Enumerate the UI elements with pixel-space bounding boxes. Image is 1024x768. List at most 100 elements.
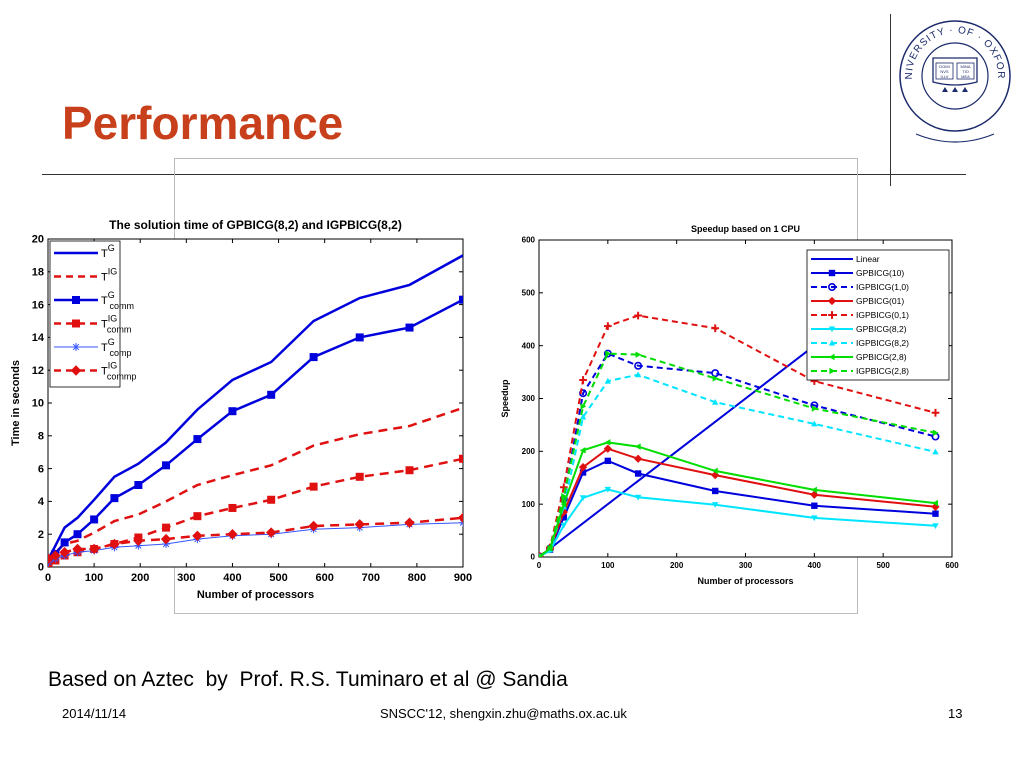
- data-point: [309, 482, 318, 491]
- data-point: [603, 444, 612, 453]
- data-point: [228, 503, 237, 512]
- x-tick-label: 200: [131, 572, 149, 584]
- logo-outer-ring: [899, 20, 1011, 132]
- legend-label: IGPBICG(1,0): [856, 282, 909, 292]
- title-divider: [42, 174, 966, 175]
- legend-item: TG comp: [54, 337, 132, 358]
- series-layer: [539, 311, 940, 557]
- data-point: [604, 486, 612, 493]
- data-point: [60, 538, 69, 547]
- data-point: [712, 487, 719, 495]
- logo-book-text-4: MINA: [961, 64, 971, 69]
- data-point: [604, 439, 611, 446]
- data-point: [560, 500, 567, 508]
- y-tick-label: 8: [38, 430, 44, 442]
- y-tick-label: 16: [32, 299, 44, 311]
- data-point: [811, 420, 818, 427]
- legend-item: GPBICG(2,8): [811, 352, 907, 362]
- legend-marker: [827, 296, 837, 306]
- data-point: [228, 407, 237, 416]
- x-tick-label: 0: [45, 572, 51, 584]
- x-tick-label: 500: [269, 572, 287, 584]
- logo-book-text-5: TIO: [962, 69, 969, 74]
- logo-inner-ring: [921, 42, 989, 110]
- data-point: [193, 435, 202, 444]
- legend-label-sup: G: [108, 243, 115, 253]
- footer-center: SNSCC'12, shengxin.zhu@maths.ox.ac.uk: [380, 706, 627, 721]
- legend-label: TIG: [101, 267, 117, 284]
- data-point: [560, 514, 567, 521]
- data-point: [712, 398, 719, 405]
- series-line: [539, 344, 815, 557]
- data-point: [405, 323, 414, 332]
- legend-item: GPBICG(8,2): [811, 324, 907, 334]
- data-point: [459, 454, 463, 463]
- legend-item: TG comm: [54, 290, 134, 311]
- data-point: [811, 515, 818, 522]
- legend-label: TIG commp: [101, 361, 136, 382]
- logo-crowns: [942, 87, 968, 92]
- data-point: [811, 486, 817, 494]
- data-point: [559, 483, 568, 492]
- legend-label: TG comp: [101, 337, 132, 358]
- footer-date: 2014/11/14: [62, 706, 127, 721]
- legend-label-base: T: [101, 366, 108, 378]
- footer-page-number: 13: [948, 706, 963, 721]
- legend-label-sub: comm: [110, 301, 135, 311]
- x-tick-label: 600: [315, 572, 333, 584]
- logo-book-text-1: DOMI: [939, 64, 949, 69]
- data-point: [604, 377, 612, 384]
- data-point: [634, 443, 641, 450]
- legend-label-base: T: [101, 248, 108, 260]
- data-point: [579, 447, 586, 454]
- data-point: [59, 547, 70, 558]
- x-tick-label: 800: [408, 572, 426, 584]
- y-axis-label: Speedup: [500, 379, 510, 418]
- x-tick-label: 600: [945, 561, 959, 570]
- y-tick-label: 10: [32, 398, 44, 410]
- data-point: [355, 333, 364, 342]
- data-point: [932, 499, 939, 507]
- slide-caption: Based on Aztec by Prof. R.S. Tuminaro et…: [48, 668, 568, 691]
- legend-item: IGPBICG(0,1): [811, 310, 909, 320]
- data-point: [134, 481, 143, 489]
- legend-label: TG comm: [101, 290, 134, 311]
- data-point: [579, 469, 587, 476]
- data-point: [309, 353, 318, 362]
- data-point: [267, 390, 276, 399]
- y-axis-label: Time in seconds: [10, 360, 22, 446]
- y-tick-label: 2: [38, 529, 44, 541]
- y-tick-label: 200: [522, 447, 536, 456]
- data-point: [579, 376, 587, 384]
- legend-label-base: T: [101, 295, 108, 307]
- slide-title: Performance: [62, 97, 344, 149]
- data-point: [712, 502, 719, 508]
- series-linear: [539, 344, 815, 557]
- y-tick-label: 400: [522, 341, 536, 350]
- data-point: [48, 553, 54, 564]
- legend-item: GPBICG(01): [811, 296, 904, 306]
- x-tick-label: 500: [876, 561, 890, 570]
- data-point: [634, 311, 642, 320]
- legend-label-base: T: [101, 272, 108, 284]
- x-tick-label: 400: [808, 561, 822, 570]
- data-point: [354, 519, 365, 530]
- y-tick-label: 6: [38, 463, 44, 475]
- data-point: [90, 515, 99, 524]
- legend-label: GPBICG(01): [856, 296, 904, 306]
- data-point: [404, 517, 415, 528]
- legend-item: Linear: [811, 254, 880, 264]
- logo-book-text-6: MEA: [961, 74, 970, 79]
- data-point: [635, 351, 642, 358]
- x-tick-label: 0: [537, 561, 542, 570]
- data-point: [160, 533, 172, 545]
- data-point: [605, 350, 612, 357]
- legend-label-sub: comm: [107, 325, 132, 335]
- legend-label-sub: commp: [107, 372, 137, 382]
- y-tick-label: 20: [32, 234, 44, 246]
- y-tick-label: 500: [522, 289, 536, 298]
- legend-item: TIG comm: [54, 314, 131, 335]
- data-point: [73, 530, 82, 539]
- legend-label-sup: G: [108, 337, 115, 347]
- data-point: [539, 554, 543, 557]
